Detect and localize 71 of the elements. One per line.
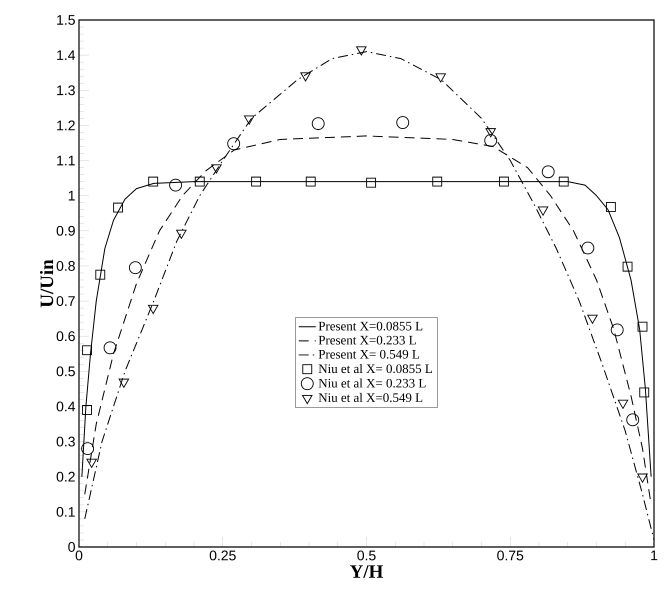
point: [558, 176, 569, 187]
y-tick-label: 1.1: [57, 156, 75, 166]
point: [194, 176, 205, 187]
point: [95, 270, 106, 280]
point: [498, 176, 509, 187]
point: [82, 345, 92, 356]
y-tick-label: 0.2: [56, 472, 75, 482]
point: [211, 164, 222, 174]
point: [251, 176, 262, 187]
y-tick-label: 0.7: [56, 296, 75, 306]
legend-label: Present X=0.0855 L: [318, 322, 422, 330]
y-tick-label: 1.2: [57, 120, 75, 130]
y-tick-label: 1.3: [57, 85, 75, 96]
point: [622, 262, 632, 272]
point: [587, 314, 598, 324]
legend-label: Present X= 0.549 L: [318, 350, 420, 359]
x-tick-label: 0.25: [210, 550, 236, 560]
y-tick-label: 0.9: [56, 226, 75, 236]
x-tick-label: 0.75: [497, 550, 524, 560]
point: [356, 46, 367, 56]
legend-label: Niu et al X=0.549 L: [318, 392, 422, 402]
point: [113, 202, 124, 213]
point: [606, 202, 616, 212]
y-tick-label: 0.8: [56, 260, 75, 271]
point: [227, 137, 240, 150]
point: [486, 128, 496, 138]
y-tick-label: 0: [68, 542, 75, 552]
x-tick-label: 0.5: [357, 550, 376, 560]
point: [244, 116, 254, 125]
y-axis-title: U/Uin: [40, 260, 54, 308]
point: [128, 261, 142, 274]
point: [148, 176, 158, 187]
legend-label: Niu et al X= 0.233 L: [318, 378, 426, 388]
y-tick-label: 0.3: [56, 436, 75, 447]
point: [148, 304, 158, 314]
legend-label: Niu et al X= 0.0855 L: [318, 364, 432, 374]
point: [542, 165, 555, 178]
y-tick-label: 1: [68, 190, 75, 200]
y-tick-label: 0.5: [56, 366, 75, 376]
point: [435, 73, 446, 82]
point: [366, 178, 376, 188]
y-tick-label: 0.6: [56, 331, 75, 342]
point: [169, 178, 182, 192]
point: [118, 378, 130, 388]
point: [82, 405, 92, 415]
x-tick-label: 0: [76, 550, 82, 560]
point: [626, 413, 640, 426]
point: [312, 117, 325, 130]
y-tick-label: 0.4: [56, 402, 76, 412]
y-tick-label: 0.1: [56, 506, 75, 517]
point: [637, 474, 648, 483]
point: [300, 72, 311, 82]
point: [581, 242, 594, 254]
x-axis-title: Y/H: [350, 565, 384, 578]
point: [86, 458, 97, 468]
point: [610, 323, 624, 336]
point: [104, 341, 116, 354]
point: [176, 230, 187, 239]
y-tick-label: 1.5: [57, 15, 75, 25]
point: [81, 442, 94, 456]
y-tick-label: 1.4: [57, 50, 76, 60]
point: [306, 176, 316, 187]
point: [538, 206, 548, 216]
point: [396, 116, 410, 130]
point: [638, 322, 648, 332]
point: [484, 134, 498, 147]
point: [432, 176, 442, 187]
point: [618, 400, 628, 409]
point: [639, 387, 650, 398]
x-tick-label: 1: [651, 550, 658, 560]
legend-label: Present X=0.233 L: [318, 336, 416, 345]
